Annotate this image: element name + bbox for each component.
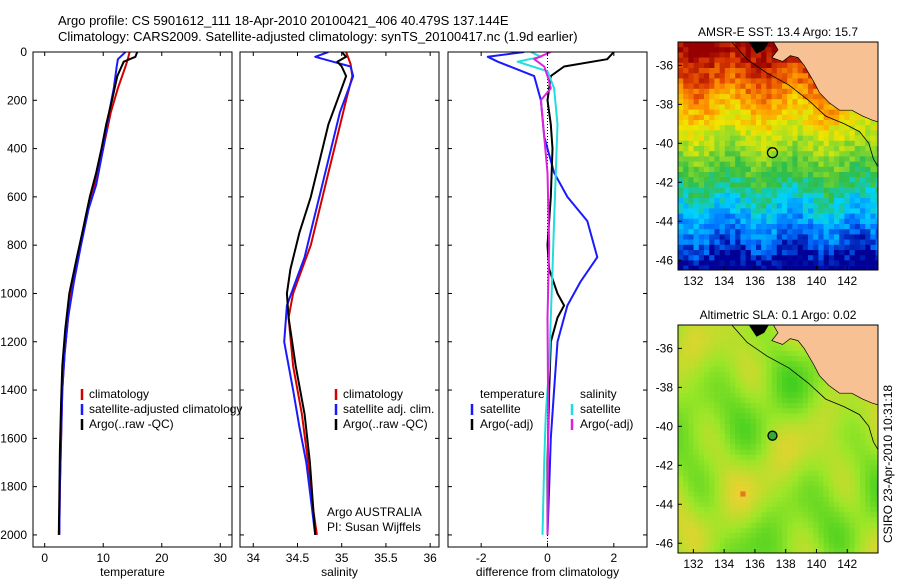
series-line-salinity-1 [283, 52, 355, 536]
legend-label-difference-4: satellite [580, 402, 621, 416]
sst-field [678, 42, 878, 270]
sla-y-tick-label-2: -40 [656, 419, 674, 433]
x-tick-label-temperature-0: 0 [41, 551, 48, 565]
sla-x-tick-label-0: 132 [683, 557, 703, 571]
y-tick-label-4: 800 [7, 238, 27, 252]
y-tick-label-0: 0 [20, 45, 27, 59]
series-line-difference-0 [486, 52, 599, 535]
sla-y-tick-label-4: -44 [656, 497, 674, 511]
csiro-credit: CSIRO 23-Apr-2010 10:31:18 [881, 385, 895, 543]
x-tick-label-salinity-3: 35.5 [374, 551, 398, 565]
sla-y-tick-label-1: -38 [656, 380, 674, 394]
legend-label-difference-1: satellite [480, 402, 521, 416]
series-line-difference-2 [516, 52, 559, 535]
sst-x-tick-label-5: 142 [837, 274, 857, 288]
figure-title-line2: Climatology: CARS2009. Satellite-adjuste… [58, 29, 578, 44]
sst-y-tick-label-2: -40 [656, 136, 674, 150]
sla-land [771, 325, 878, 406]
sla-y-tick-label-5: -46 [656, 536, 674, 550]
x-tick-label-difference-1: 0 [544, 551, 551, 565]
x-axis-label-salinity: salinity [321, 565, 358, 579]
sst-map-title: AMSR-E SST: 13.4 Argo: 15.7 [698, 25, 858, 39]
x-tick-label-difference-2: 2 [610, 551, 617, 565]
series-line-salinity-2 [285, 52, 348, 535]
sst-y-tick-label-1: -38 [656, 97, 674, 111]
axes-frame-salinity [239, 51, 440, 548]
sst-x-tick-label-0: 132 [683, 274, 703, 288]
sst-argo-marker [766, 147, 779, 159]
legend-label-salinity-0: climatology [343, 387, 403, 401]
sla-x-tick-label-4: 140 [806, 557, 826, 571]
series-line-salinity-0 [287, 52, 354, 536]
x-tick-label-temperature-1: 10 [97, 551, 111, 565]
legend-label-temperature-2: Argo(..raw -QC) [89, 417, 174, 431]
sst-shelf-contour [731, 42, 878, 167]
sst-land [771, 42, 878, 123]
x-axis-label-temperature: temperature [100, 565, 165, 579]
x-tick-label-temperature-3: 30 [214, 551, 228, 565]
sla-field [678, 325, 878, 553]
y-tick-label-8: 1600 [0, 431, 27, 445]
sst-x-tick-label-2: 136 [745, 274, 765, 288]
y-tick-label-6: 1200 [0, 335, 27, 349]
legend-label-salinity-2: Argo(..raw -QC) [343, 417, 428, 431]
y-tick-label-7: 1400 [0, 383, 27, 397]
legend-label-difference-2: Argo(-adj) [480, 417, 533, 431]
y-tick-label-10: 2000 [0, 528, 27, 542]
legend-label-temperature-1: satellite-adjusted climatology [89, 402, 242, 416]
sla-map-title: Altimetric SLA: 0.1 Argo: 0.02 [700, 308, 857, 322]
plot-area-salinity [283, 52, 355, 536]
sst-y-tick-label-5: -46 [656, 253, 674, 267]
sla-y-tick-label-0: -36 [656, 341, 674, 355]
legend-label-difference-5: Argo(-adj) [580, 417, 633, 431]
x-tick-label-salinity-1: 34.5 [286, 551, 310, 565]
x-axis-label-difference: difference from climatology [476, 565, 619, 579]
sst-y-tick-label-3: -42 [656, 175, 674, 189]
legend-label-salinity-1: satellite adj. clim. [343, 402, 434, 416]
annotation-line-0: Argo AUSTRALIA [327, 505, 422, 519]
sst-x-tick-label-3: 138 [776, 274, 796, 288]
annotation-line-1: PI: Susan Wijffels [327, 520, 421, 534]
y-tick-label-2: 400 [7, 142, 27, 156]
y-tick-label-5: 1000 [0, 286, 27, 300]
sla-argo-marker [767, 430, 778, 441]
sst-map-frame [677, 41, 879, 271]
sst-coast-detail [748, 42, 769, 54]
sla-y-tick-label-3: -42 [656, 458, 674, 472]
plot-area-difference [486, 52, 615, 535]
x-tick-label-difference-0: -2 [476, 551, 487, 565]
sla-x-tick-label-5: 142 [837, 557, 857, 571]
sla-x-tick-label-3: 138 [776, 557, 796, 571]
sla-coast-detail [748, 325, 769, 337]
x-tick-label-salinity-4: 36 [423, 551, 437, 565]
legend-group-temperature: temperature [480, 387, 545, 401]
sst-x-tick-label-1: 134 [714, 274, 734, 288]
x-tick-label-temperature-2: 20 [155, 551, 169, 565]
sst-x-tick-label-4: 140 [806, 274, 826, 288]
plot-area-temperature [57, 52, 139, 535]
x-tick-label-salinity-0: 34 [247, 551, 261, 565]
sla-x-tick-label-2: 136 [745, 557, 765, 571]
series-line-temperature-2 [57, 52, 139, 535]
figure-title-line1: Argo profile: CS 5901612_111 18-Apr-2010… [58, 13, 509, 28]
legend-label-temperature-0: climatology [89, 387, 149, 401]
axes-frame-temperature [32, 51, 233, 548]
sla-map-frame [677, 324, 879, 554]
sst-y-tick-label-4: -44 [656, 214, 674, 228]
x-tick-label-salinity-2: 35 [335, 551, 349, 565]
sla-x-tick-label-1: 134 [714, 557, 734, 571]
legend-group-salinity: salinity [580, 387, 617, 401]
y-tick-label-3: 600 [7, 190, 27, 204]
y-tick-label-9: 1800 [0, 480, 27, 494]
y-tick-label-1: 200 [7, 93, 27, 107]
sst-y-tick-label-0: -36 [656, 58, 674, 72]
sla-shelf-contour [731, 325, 878, 450]
series-line-difference-3 [533, 52, 552, 535]
